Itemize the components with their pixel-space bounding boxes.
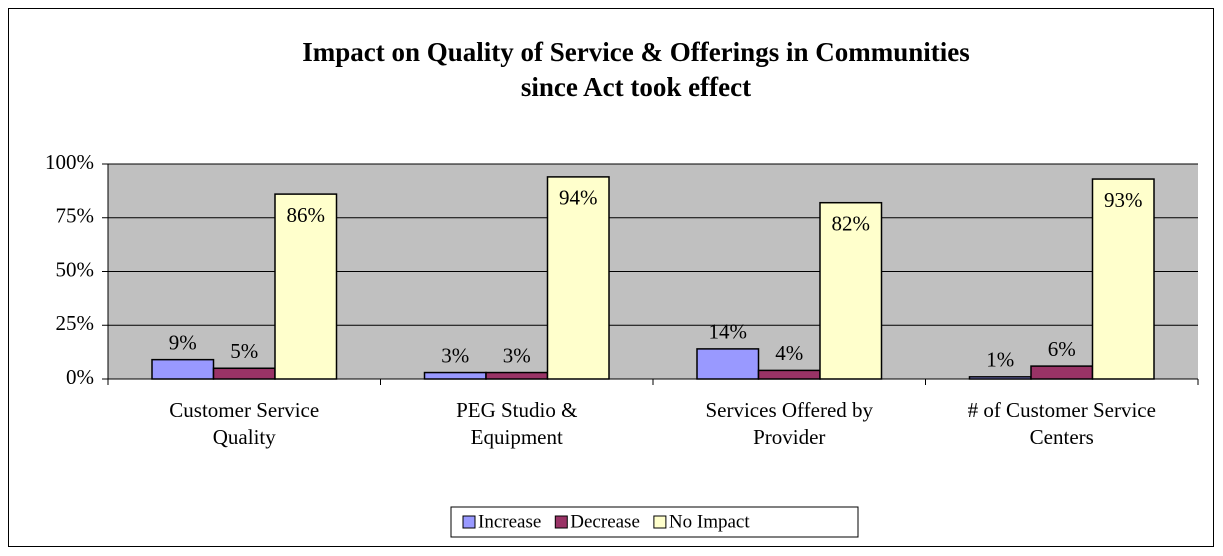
x-tick-label: Services Offered by xyxy=(705,398,873,422)
data-label: 94% xyxy=(559,186,598,210)
bar xyxy=(757,369,821,380)
data-label: 93% xyxy=(1104,188,1143,212)
y-tick-label: 100% xyxy=(45,150,94,174)
x-tick-label: Quality xyxy=(213,425,276,449)
data-label: 82% xyxy=(832,212,871,236)
y-tick-label: 50% xyxy=(56,257,95,281)
legend-swatch xyxy=(554,515,568,529)
bar xyxy=(968,376,1032,380)
bar xyxy=(1030,365,1094,380)
data-label: 86% xyxy=(287,203,326,227)
data-label: 4% xyxy=(775,341,803,365)
x-tick-label: Centers xyxy=(1030,425,1094,449)
chart-title: since Act took effect xyxy=(521,72,751,102)
bar xyxy=(696,348,760,380)
bar xyxy=(212,367,276,380)
x-tick-label: Provider xyxy=(753,425,825,449)
data-label: 5% xyxy=(230,339,258,363)
data-label: 6% xyxy=(1048,337,1076,361)
legend-label: No Impact xyxy=(669,511,750,532)
x-tick-label: Equipment xyxy=(471,425,563,449)
bar xyxy=(151,358,215,380)
x-tick-label: # of Customer Service xyxy=(968,398,1156,422)
bar xyxy=(423,371,487,380)
data-label: 3% xyxy=(503,343,531,367)
y-tick-label: 75% xyxy=(56,204,95,228)
y-tick-label: 25% xyxy=(56,311,95,335)
bar xyxy=(819,201,883,380)
legend-label: Decrease xyxy=(570,511,640,532)
legend-label: Increase xyxy=(478,511,541,532)
data-label: 3% xyxy=(441,343,469,367)
x-tick-label: PEG Studio & xyxy=(456,398,577,422)
data-label: 1% xyxy=(986,348,1014,372)
bar xyxy=(1091,178,1155,380)
bar xyxy=(546,176,610,380)
y-tick-label: 0% xyxy=(66,365,94,389)
legend-swatch xyxy=(653,515,667,529)
legend-swatch xyxy=(462,515,476,529)
bar xyxy=(274,193,338,380)
chart-title: Impact on Quality of Service & Offerings… xyxy=(302,37,969,67)
data-label: 9% xyxy=(169,330,197,354)
x-tick-label: Customer Service xyxy=(169,398,319,422)
data-label: 14% xyxy=(709,320,748,344)
bar xyxy=(485,371,549,380)
